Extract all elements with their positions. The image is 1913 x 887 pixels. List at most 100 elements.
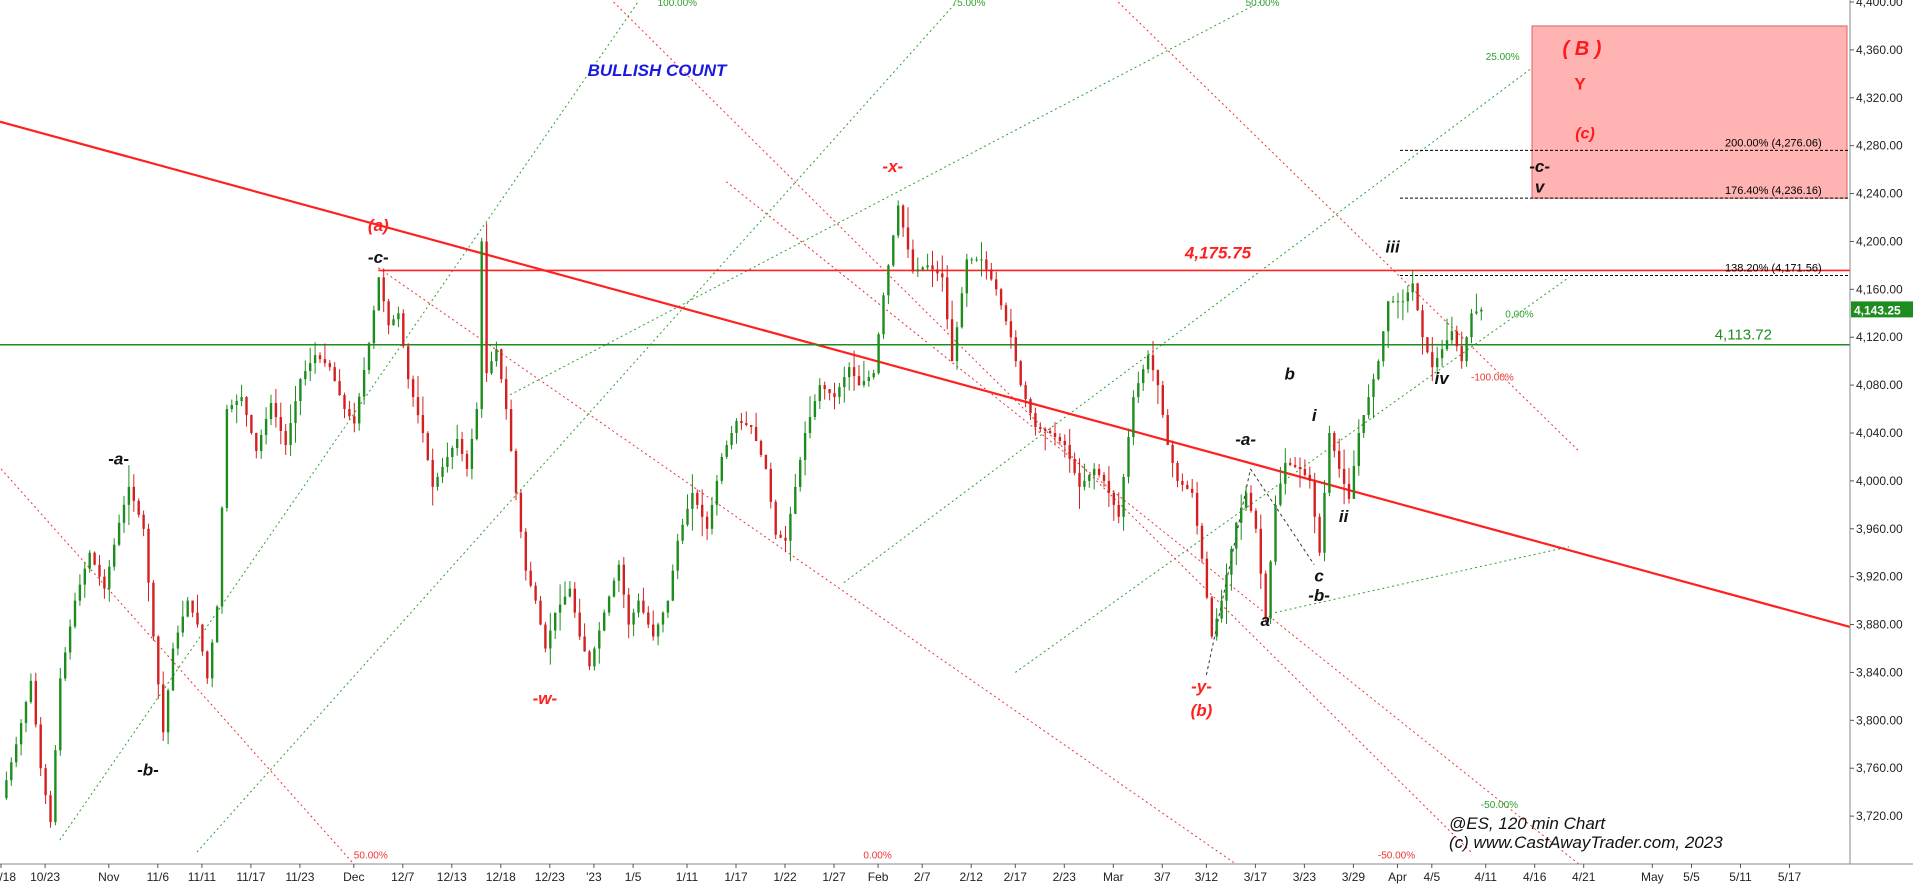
x-tick-label: 2/23 — [1053, 870, 1077, 884]
price-candle-body — [524, 531, 527, 571]
price-candle-body — [848, 367, 851, 378]
price-candle-body — [598, 630, 601, 649]
price-candle-body — [681, 524, 684, 541]
price-candle-body — [1357, 433, 1360, 466]
wave-label: (a) — [368, 216, 389, 235]
price-candle-body — [1254, 510, 1258, 529]
price-candle-body — [877, 334, 880, 374]
price-candle-body — [480, 241, 483, 410]
price-candle-body — [715, 480, 719, 505]
x-tick-label: 11/6 — [147, 870, 170, 884]
y-tick-label: 4,120.00 — [1856, 330, 1903, 344]
green-channel-line — [1274, 546, 1570, 614]
descending-trendline — [0, 120, 1851, 629]
price-candle-body — [784, 537, 787, 541]
wave-label: -b- — [1308, 586, 1330, 605]
price-candle-body — [1333, 433, 1336, 451]
price-candle-body — [1195, 492, 1199, 526]
price-candle-body — [1460, 346, 1463, 362]
price-candle-body — [563, 596, 567, 605]
x-tick-label: 12/7 — [391, 870, 415, 884]
wave-label: i — [1312, 406, 1318, 425]
wave-label: v — [1535, 178, 1546, 197]
target-zone-box — [1531, 25, 1848, 199]
price-candle-body — [803, 433, 807, 460]
price-candle-body — [1338, 450, 1341, 469]
price-candle-body — [196, 612, 199, 625]
x-tick-label: 4/5 — [1423, 870, 1440, 884]
price-candle-body — [299, 379, 302, 402]
price-candle-body — [117, 522, 121, 545]
price-candle-body — [607, 596, 611, 613]
price-candle-body — [632, 612, 635, 625]
price-candle-body — [377, 277, 380, 311]
price-candle-body — [78, 584, 82, 601]
wave-label: -c- — [1529, 157, 1550, 176]
price-candle-body — [103, 576, 106, 589]
price-candle-body — [1264, 573, 1267, 619]
price-candle-body — [505, 379, 508, 410]
channel-pct-label: -50.00% — [1378, 850, 1415, 861]
price-candle-body — [838, 387, 841, 398]
price-candle-body — [1117, 504, 1120, 517]
price-candle-body — [122, 504, 126, 523]
price-candle-body — [358, 396, 361, 424]
price-candle-body — [313, 355, 317, 364]
price-candle-body — [1088, 474, 1091, 481]
price-candle-body — [397, 313, 400, 320]
price-candle-body — [392, 319, 395, 326]
price-candle-body — [509, 409, 513, 451]
price-candle-body — [132, 486, 135, 501]
price-candle-body — [1269, 561, 1272, 619]
price-candle-body — [73, 600, 77, 627]
price-candle-body — [19, 723, 23, 745]
price-candle-body — [68, 626, 72, 653]
price-candle-body — [1308, 474, 1311, 481]
price-candle-body — [1186, 484, 1189, 489]
wave-label: -a- — [1235, 430, 1256, 449]
price-candle-body — [1240, 507, 1243, 523]
wave-label: (b) — [1191, 701, 1213, 720]
price-candle-body — [970, 259, 973, 261]
price-candle-body — [656, 624, 660, 637]
price-candle-body — [1431, 352, 1434, 368]
price-candle-body — [1328, 433, 1331, 493]
wave-label: -w- — [533, 689, 558, 708]
price-candle-body — [431, 459, 434, 487]
green-channel-line — [505, 1, 1261, 398]
x-tick-label: 1/22 — [773, 870, 797, 884]
price-candle-body — [1102, 474, 1106, 481]
price-candle-body — [1220, 600, 1223, 619]
y-tick-label: 3,880.00 — [1856, 618, 1903, 632]
price-candle-body — [892, 235, 895, 266]
price-candle-body — [1279, 483, 1282, 505]
y-tick-label: 4,400.00 — [1856, 0, 1903, 9]
price-candle-body — [833, 393, 836, 398]
price-candle-body — [808, 417, 812, 433]
x-tick-label: 3/23 — [1293, 870, 1317, 884]
price-candle-body — [946, 277, 949, 320]
price-candle-body — [54, 750, 57, 823]
price-candle-body — [1372, 379, 1375, 398]
wave-labels: -a--b-(a)-c--w--x--y-(b)a-a-bc-b-iiiiiii… — [108, 61, 1723, 852]
price-candle-body — [441, 466, 444, 477]
y-tick-label: 3,720.00 — [1856, 809, 1903, 823]
price-candle-body — [1151, 355, 1155, 371]
price-candle-body — [554, 612, 557, 631]
price-candle-body — [1083, 480, 1086, 487]
price-candle-body — [583, 636, 586, 652]
price-candle-body — [696, 492, 699, 505]
x-tick-label: 12/18 — [486, 870, 516, 884]
price-candle-body — [740, 421, 743, 424]
zone-label-b: ( B ) — [1563, 38, 1602, 60]
price-candle-body — [1293, 464, 1297, 467]
copyright-note: (c) www.CastAwayTrader.com, 2023 — [1449, 833, 1723, 852]
price-candle-body — [230, 405, 233, 410]
price-candle-body — [647, 612, 650, 625]
x-tick-label: 3/7 — [1154, 870, 1171, 884]
price-candle-body — [1142, 369, 1145, 384]
price-candle-body — [1068, 444, 1071, 459]
wave-label: iii — [1386, 237, 1401, 256]
price-candle-body — [789, 513, 792, 541]
